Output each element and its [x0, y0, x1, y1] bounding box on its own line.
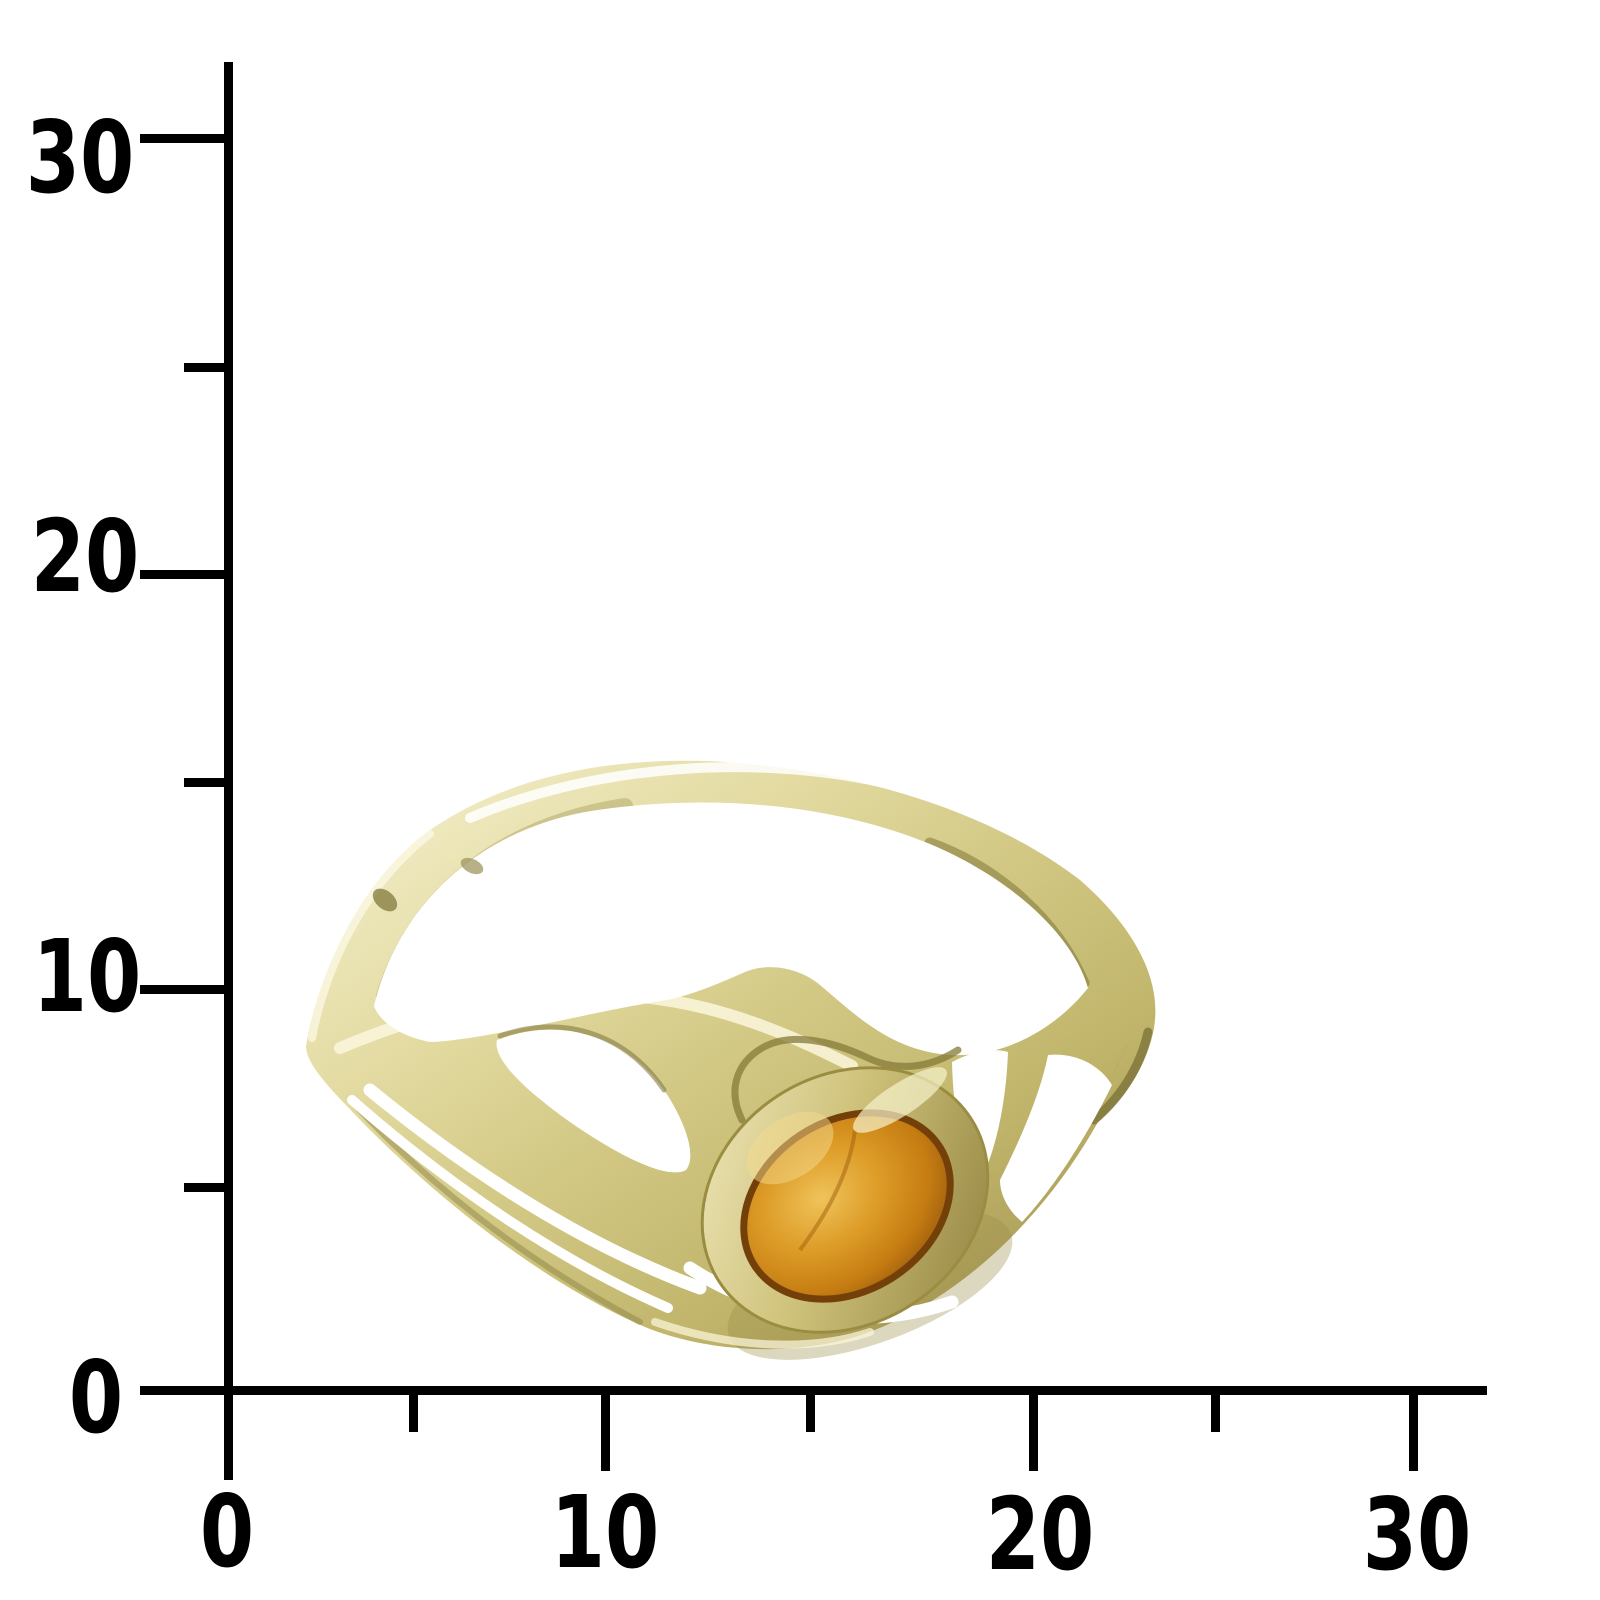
y-axis-tick-label-0: 0	[68, 1339, 124, 1456]
x-axis-tick-label-20: 20	[985, 1476, 1095, 1593]
openwork-right-cutout-b	[1000, 1054, 1112, 1222]
y-minor-tick-15	[184, 778, 224, 787]
x-minor-tick-25	[1211, 1386, 1220, 1432]
gem-stone-highlight	[746, 1111, 834, 1185]
y-major-tick-30	[140, 134, 224, 143]
x-major-tick-20	[1029, 1386, 1038, 1471]
wave-hook-crease	[731, 1035, 962, 1124]
y-minor-tick-5	[184, 1183, 224, 1192]
ring-inner-hole	[374, 802, 1088, 1056]
x-minor-tick-15	[806, 1386, 815, 1432]
bottom-left-rim-shade	[349, 1099, 643, 1325]
openwork-sliver-cutout-1	[363, 1083, 707, 1295]
gem-stone-facet-line	[798, 1129, 857, 1252]
x-axis-tick-label-0: 0	[199, 1473, 255, 1590]
x-axis-tick-label-30: 30	[1362, 1476, 1472, 1593]
bezel-top-highlight	[853, 1067, 947, 1133]
hallmark-mark	[372, 888, 398, 912]
teardrop-top-crease	[497, 1024, 667, 1093]
y-major-tick-10	[140, 985, 224, 994]
y-axis-tick-label-20: 20	[30, 498, 140, 615]
y-minor-tick-25	[184, 363, 224, 372]
band-top-highlight	[465, 762, 885, 823]
bottom-rim-highlight	[651, 1318, 874, 1349]
x-major-tick-10	[601, 1386, 610, 1471]
y-axis-line	[224, 62, 233, 1480]
x-minor-tick-5	[409, 1386, 418, 1432]
x-axis-tick-label-10: 10	[550, 1474, 660, 1591]
y-axis-tick-label-10: 10	[32, 918, 142, 1035]
band-left-edge-highlight	[308, 830, 434, 1042]
band-right-edge-shadow	[1089, 1027, 1153, 1125]
openwork-sliver-cutout-2	[347, 1095, 673, 1313]
x-major-tick-30	[1409, 1386, 1418, 1471]
hallmark-mark-2	[460, 857, 484, 875]
y-major-tick-20	[140, 570, 224, 579]
y-axis-tick-label-30: 30	[25, 99, 135, 216]
